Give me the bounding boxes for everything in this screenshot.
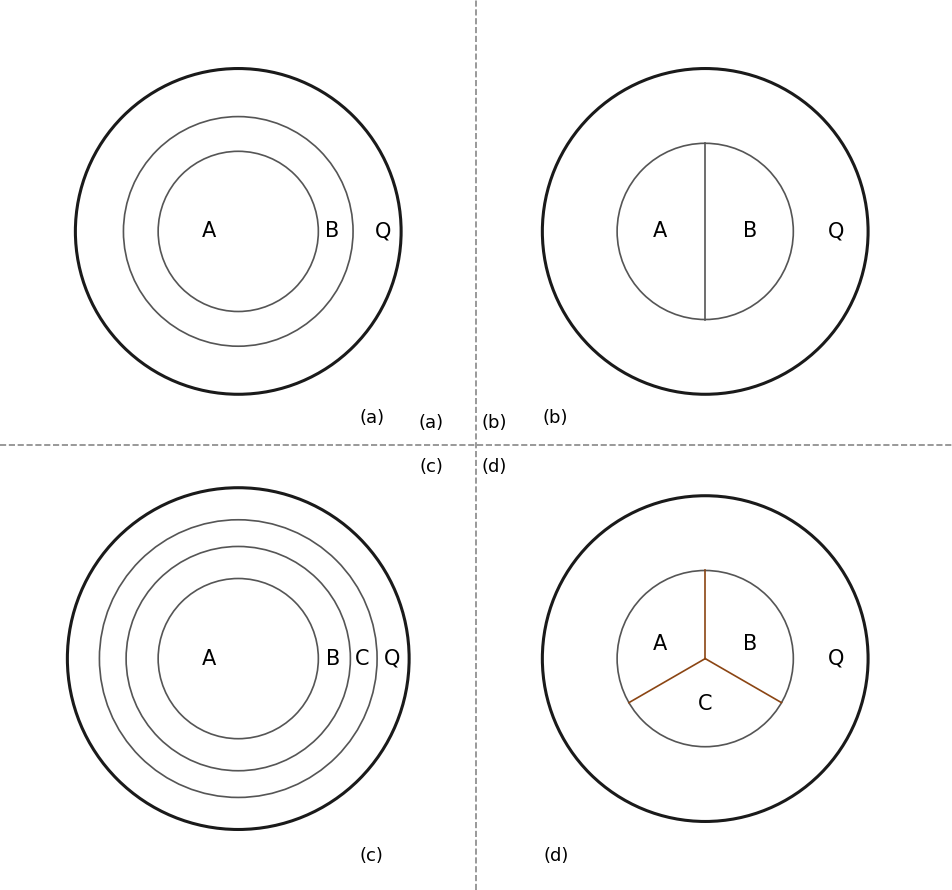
Text: C: C [354, 649, 369, 668]
Text: (b): (b) [481, 414, 506, 432]
Text: Q: Q [827, 222, 843, 241]
Text: (a): (a) [418, 414, 443, 432]
Text: (c): (c) [360, 847, 384, 865]
Text: A: A [202, 649, 216, 668]
Text: B: B [743, 222, 757, 241]
Text: (b): (b) [543, 409, 567, 427]
Text: Q: Q [384, 649, 400, 668]
Text: A: A [652, 222, 666, 241]
Text: (d): (d) [543, 847, 567, 865]
Text: (c): (c) [419, 458, 443, 476]
Text: B: B [326, 649, 340, 668]
Text: B: B [743, 634, 757, 653]
Text: Q: Q [827, 649, 843, 668]
Text: Q: Q [375, 222, 391, 241]
Text: (d): (d) [481, 458, 506, 476]
Text: (a): (a) [359, 409, 384, 427]
Text: A: A [652, 634, 666, 653]
Text: C: C [697, 694, 712, 714]
Text: A: A [202, 222, 216, 241]
Text: B: B [325, 222, 339, 241]
